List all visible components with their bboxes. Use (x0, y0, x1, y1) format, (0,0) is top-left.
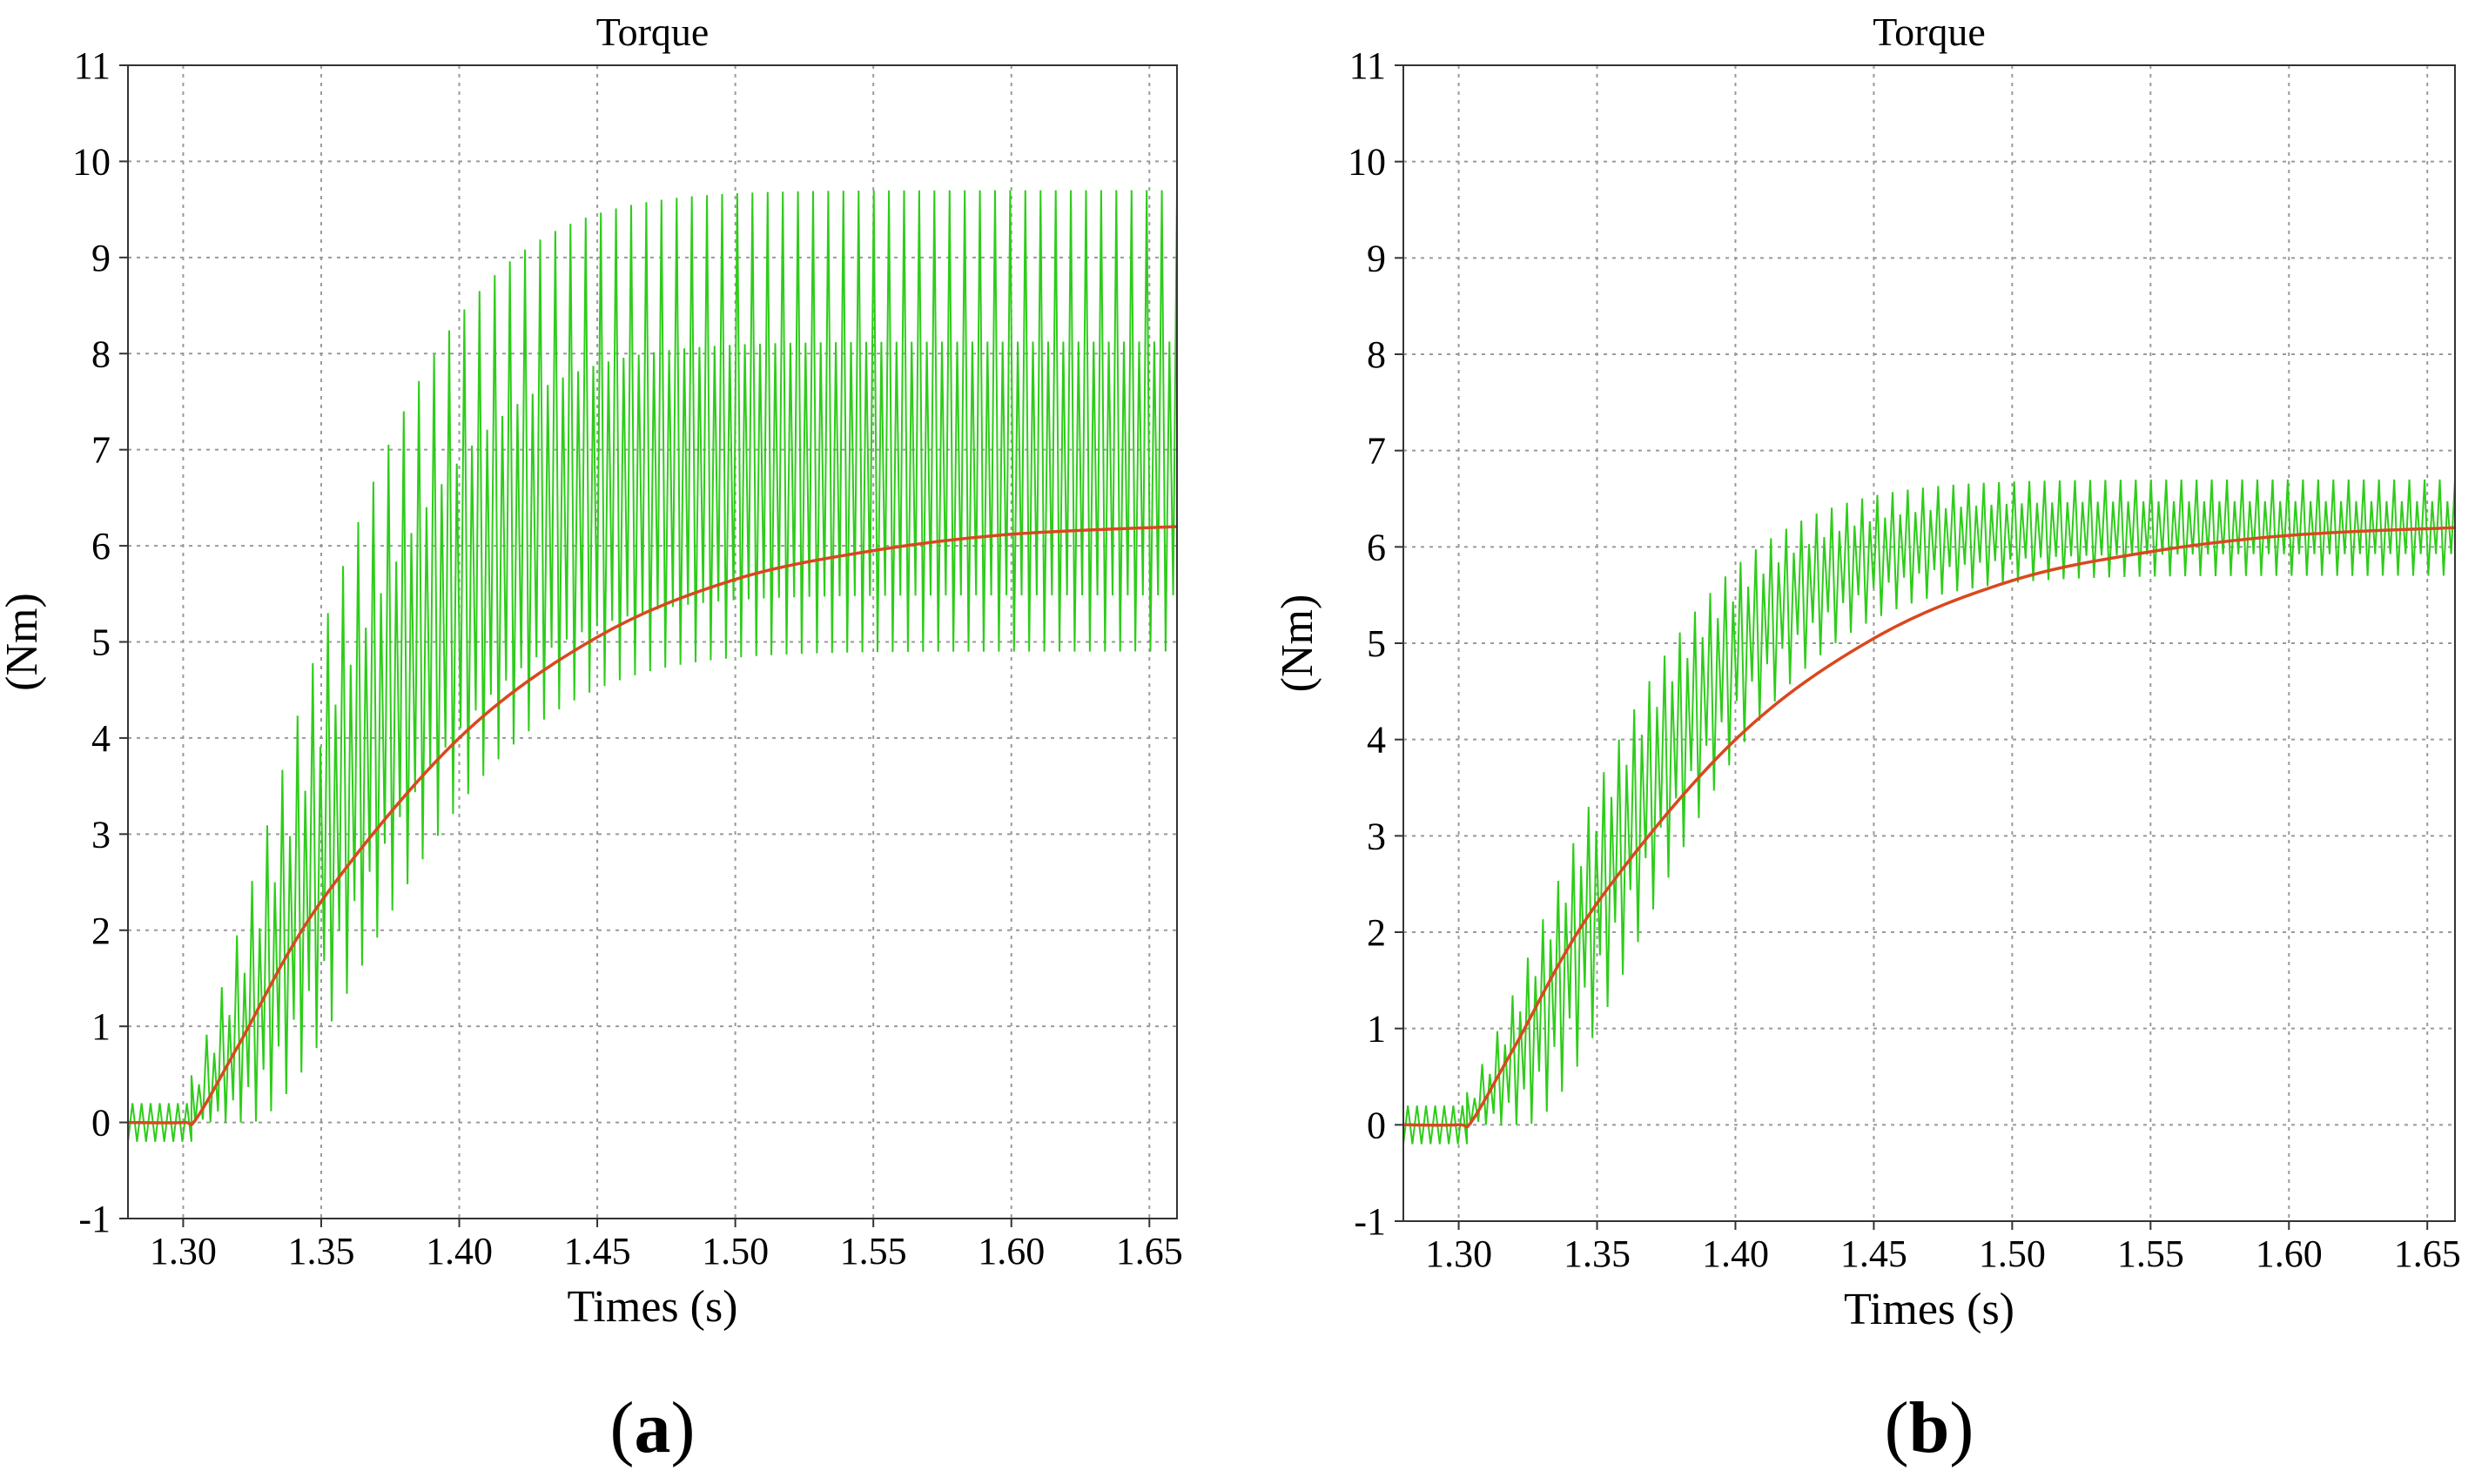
y-tick-label: 6 (1367, 526, 1386, 568)
torque-ripple-line (1402, 479, 2456, 1145)
series-mean-torque (1402, 526, 2456, 1129)
y-tick-label: 4 (1367, 719, 1386, 762)
y-tick-label: 8 (1367, 333, 1386, 376)
x-tick-label: 1.50 (702, 1230, 769, 1272)
y-tick-label: 4 (91, 717, 111, 760)
x-tick-label: 1.55 (2117, 1232, 2184, 1275)
chart-title: Torque (596, 10, 710, 54)
x-tick-label: 1.60 (978, 1230, 1045, 1272)
y-tick-label: 3 (91, 813, 111, 856)
x-tick-label: 1.30 (1425, 1232, 1492, 1275)
grid (1403, 64, 2455, 1222)
panel-a-chart: Torque Times (s) (Nm) (a) 1.30 1.35 1.40 1.… (0, 10, 1183, 1468)
y-tick-label: 7 (91, 429, 111, 472)
mean-torque-line (1402, 526, 2456, 1129)
x-tick-label: 1.35 (1564, 1232, 1631, 1275)
x-tick-label: 1.40 (1702, 1232, 1769, 1275)
axes: 1.30 1.35 1.40 1.45 1.50 1.55 1.60 1.65 -1 0 1 2 3 4 5… (1348, 44, 2461, 1275)
x-tick-label: 1.45 (564, 1230, 631, 1272)
x-axis-label: Times (s) (1844, 1285, 2014, 1334)
y-tick-label: 5 (1367, 622, 1386, 665)
x-tick-label: 1.40 (426, 1230, 493, 1272)
y-tick-label: 1 (91, 1005, 111, 1048)
axes: 1.30 1.35 1.40 1.45 1.50 1.55 1.60 1.65 -1 0 1 2 3 4 5… (72, 44, 1183, 1272)
y-tick-label: 3 (1367, 815, 1386, 857)
series-torque-ripple (1402, 479, 2456, 1145)
y-axis-label: (Nm) (1273, 594, 1322, 693)
mean-torque-line (127, 525, 1178, 1126)
x-tick-label: 1.65 (2394, 1232, 2461, 1275)
chart-title: Torque (1873, 10, 1986, 54)
y-tick-label: 1 (1367, 1008, 1386, 1051)
x-tick-label: 1.30 (150, 1230, 217, 1272)
y-tick-label: -1 (1354, 1200, 1386, 1243)
torque-ripple-line (127, 190, 1178, 1142)
y-tick-label: 9 (91, 237, 111, 279)
y-tick-label: 10 (72, 140, 111, 183)
y-tick-label: 7 (1367, 430, 1386, 473)
y-tick-label: 9 (1367, 237, 1386, 279)
series-mean-torque (127, 525, 1178, 1126)
x-tick-label: 1.35 (287, 1230, 354, 1272)
panel-b-chart: Torque Times (s) (Nm) (b) 1.30 1.35 1.40 1.… (1273, 10, 2461, 1468)
y-tick-label: 6 (91, 525, 111, 567)
y-tick-label: 0 (1367, 1104, 1386, 1146)
series-torque-ripple (127, 190, 1178, 1142)
y-tick-label: 5 (91, 621, 111, 664)
y-tick-label: 11 (74, 44, 111, 87)
x-axis-label: Times (s) (567, 1282, 737, 1332)
y-tick-label: 8 (91, 332, 111, 375)
y-tick-label: 10 (1348, 141, 1386, 184)
x-tick-label: 1.65 (1116, 1230, 1183, 1272)
x-tick-label: 1.60 (2256, 1232, 2323, 1275)
y-tick-label: -1 (78, 1198, 111, 1240)
x-tick-label: 1.55 (840, 1230, 907, 1272)
y-axis-label: (Nm) (0, 593, 47, 691)
x-tick-label: 1.45 (1840, 1232, 1907, 1275)
x-tick-label: 1.50 (1979, 1232, 2046, 1275)
y-tick-label: 2 (91, 910, 111, 952)
y-tick-label: 0 (91, 1102, 111, 1145)
y-tick-label: 11 (1349, 44, 1386, 87)
y-tick-label: 2 (1367, 911, 1386, 954)
panel-label: (a) (610, 1387, 696, 1468)
panel-label: (b) (1885, 1387, 1974, 1468)
